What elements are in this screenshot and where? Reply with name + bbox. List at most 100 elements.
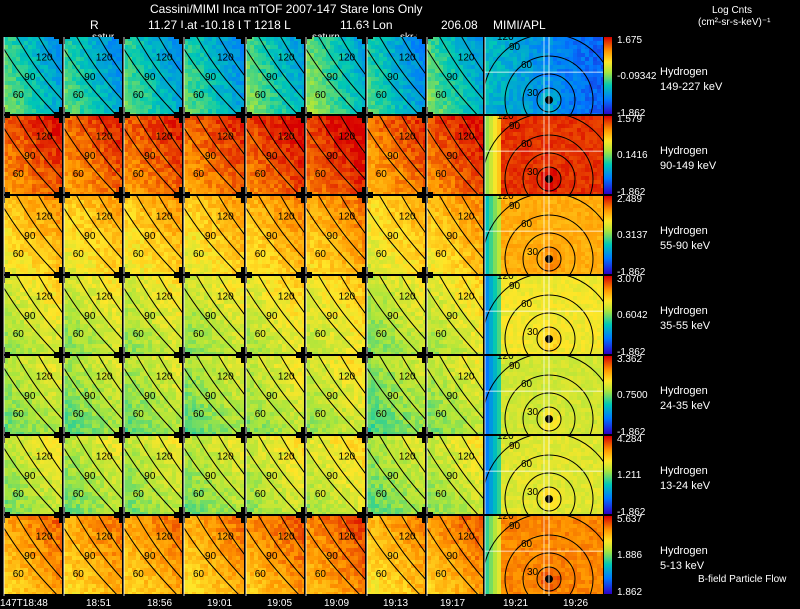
contour-line xyxy=(4,287,57,354)
contour-line xyxy=(196,116,244,181)
contour-line xyxy=(4,447,57,514)
contour-label: 90 xyxy=(447,231,459,242)
contour-label: 90 xyxy=(144,151,156,162)
spin-label: 60 xyxy=(521,60,533,71)
contour-line xyxy=(4,527,57,594)
contour-line xyxy=(16,196,62,260)
cross-marker xyxy=(59,28,65,44)
contour-line xyxy=(379,196,425,260)
spin-label: 90 xyxy=(509,281,521,292)
contour-line xyxy=(280,516,304,553)
contour-label: 120 xyxy=(96,451,113,462)
spin-label: 30 xyxy=(527,247,539,258)
spin-label: 90 xyxy=(509,441,521,452)
contour-label: 90 xyxy=(205,471,217,482)
colorbar-r2 xyxy=(604,196,612,274)
contour-line xyxy=(184,127,239,194)
contour-line xyxy=(461,196,483,231)
contour-label: 60 xyxy=(133,169,145,180)
contour-label: 60 xyxy=(255,249,267,260)
contour-label: 60 xyxy=(255,329,267,340)
contour-label: 60 xyxy=(255,169,267,180)
contour-line xyxy=(38,516,62,553)
contour-label: 60 xyxy=(193,489,205,500)
spin-label: 120 xyxy=(497,111,514,122)
contour-line xyxy=(136,436,182,500)
contour-line xyxy=(401,196,425,233)
contour-line xyxy=(401,116,425,153)
contour-label: 60 xyxy=(73,569,85,580)
contour-label: 90 xyxy=(266,471,278,482)
contour-line xyxy=(439,276,483,339)
contour-label: 120 xyxy=(458,371,475,382)
contour-label: 120 xyxy=(458,211,475,222)
contour-line xyxy=(124,207,177,274)
contour-line xyxy=(136,196,182,260)
colorbar-mid: -0.09342 xyxy=(617,71,657,82)
contour-line xyxy=(280,37,304,74)
contour-line xyxy=(340,436,365,474)
contour-label: 120 xyxy=(217,291,234,302)
credit-label: MIMI/APL xyxy=(493,19,546,32)
contour-label: 60 xyxy=(255,489,267,500)
energy-label: 13-24 keV xyxy=(660,480,711,492)
contour-label: 120 xyxy=(458,52,475,63)
colorbar-r3 xyxy=(604,276,612,354)
contour-label: 120 xyxy=(399,52,416,63)
contour-label: 60 xyxy=(435,329,447,340)
contour-line xyxy=(246,207,299,274)
contour-label: 120 xyxy=(399,531,416,542)
contour-line xyxy=(158,356,182,393)
contour-label: 90 xyxy=(205,72,217,83)
contour-label: 60 xyxy=(315,90,327,101)
contour-line xyxy=(38,196,62,233)
contour-label: 60 xyxy=(73,489,85,500)
contour-line xyxy=(427,447,479,514)
contour-label: 60 xyxy=(376,409,388,420)
contour-label: 120 xyxy=(338,371,355,382)
contour-label: 90 xyxy=(387,72,399,83)
contour-line xyxy=(76,116,122,180)
contour-label: 90 xyxy=(447,471,459,482)
contour-line xyxy=(38,436,62,473)
cross-marker xyxy=(0,347,5,363)
contour-label: 90 xyxy=(84,72,96,83)
contour-line xyxy=(218,356,244,395)
contour-label: 90 xyxy=(144,471,156,482)
contour-label: 60 xyxy=(133,249,145,260)
contour-line xyxy=(136,37,182,101)
contour-line xyxy=(38,276,62,313)
contour-label: 60 xyxy=(133,569,145,580)
contour-line xyxy=(318,516,365,580)
species-label: Hydrogen xyxy=(660,66,708,78)
cross-marker xyxy=(362,28,368,44)
contour-line xyxy=(4,367,57,434)
contour-label: 60 xyxy=(13,169,25,180)
contour-label: 60 xyxy=(13,569,25,580)
contour-line xyxy=(16,436,62,500)
spin-label: 30 xyxy=(527,567,539,578)
cross-marker xyxy=(0,107,5,123)
contour-line xyxy=(124,527,177,594)
contour-line xyxy=(76,37,122,101)
contour-line xyxy=(76,516,122,580)
contour-line xyxy=(158,516,182,553)
contour-line xyxy=(16,116,62,180)
colorbar-max: 3.070 xyxy=(617,274,642,285)
contour-label: 90 xyxy=(24,471,36,482)
spin-label: 60 xyxy=(521,459,533,470)
contour-line xyxy=(124,48,177,115)
contour-line xyxy=(184,367,239,434)
contour-line xyxy=(76,356,122,420)
